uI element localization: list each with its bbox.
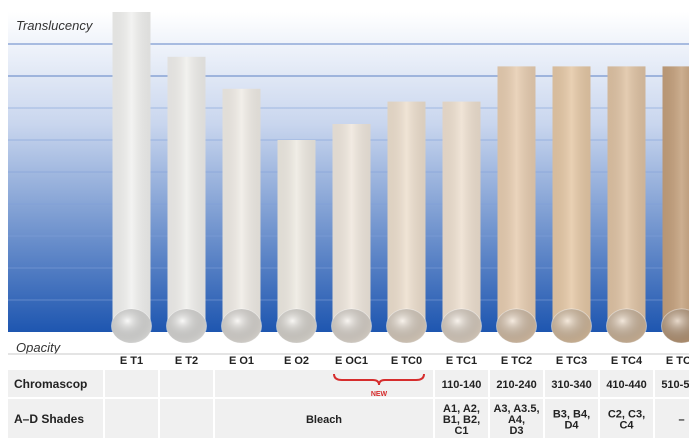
bar-label-e-o2: E O2 <box>284 355 309 367</box>
shade-disc-highlight <box>331 309 372 343</box>
bar-label-e-t2: E T2 <box>175 355 198 367</box>
bar-label-e-oc1: E OC1 <box>335 355 368 367</box>
shade-disc-highlight <box>496 309 537 343</box>
bar-shading <box>607 66 646 325</box>
table-cell-text: C1 <box>454 425 468 437</box>
bar-shading <box>442 101 481 324</box>
bar-label-e-tc5: E TC5 <box>666 355 689 367</box>
shade-disc-highlight <box>166 309 207 343</box>
bar-shading <box>222 88 261 324</box>
shade-disc-highlight <box>661 309 689 343</box>
bars <box>112 12 689 325</box>
table-cell-text: B3, B4, <box>553 409 590 421</box>
bar-shading <box>332 124 371 324</box>
shade-disc-highlight <box>111 309 152 343</box>
opacity-axis-label: Opacity <box>16 340 62 355</box>
bar-label-e-o1: E O1 <box>229 355 254 367</box>
row-header: Chromascop <box>14 377 87 391</box>
shade-disc-highlight <box>221 309 262 343</box>
table-cell-text: – <box>678 414 684 426</box>
table-row <box>8 370 689 398</box>
table-cell-text: 110-140 <box>442 379 482 391</box>
bar-label-e-t1: E T1 <box>120 355 143 367</box>
shade-disc-highlight <box>386 309 427 343</box>
table-cell-text: B1, B2, <box>443 414 480 426</box>
table-cell-text: D3 <box>509 425 523 437</box>
bar-shading <box>167 56 206 325</box>
table-row <box>8 399 689 439</box>
shade-disc-highlight <box>606 309 647 343</box>
bar-labels: E T1 E T2 E O1 E O2 E OC1 E TC0 E TC1 E TC2 E TC… <box>120 355 689 367</box>
shade-disc-highlight <box>441 309 482 343</box>
table-cell-text: A1, A2, <box>443 403 480 415</box>
bar-label-e-tc4: E TC4 <box>611 355 643 367</box>
bar-label-e-tc0: E TC0 <box>391 355 422 367</box>
shade-table: Chromascop 110-140 210-240 310-340 410-440 51… <box>8 353 689 439</box>
new-badge: NEW <box>371 391 388 398</box>
shade-disc-highlight <box>551 309 592 343</box>
bar-shading <box>552 66 591 325</box>
table-cell-text: C2, C3, <box>608 409 645 421</box>
shade-discs <box>111 308 689 344</box>
shade-disc-highlight <box>276 309 317 343</box>
table-cell-text: C4 <box>619 420 634 432</box>
table-cell-text: A3, A3.5, <box>493 403 539 415</box>
table-cell-text: Bleach <box>306 414 342 426</box>
row-header: A–D Shades <box>14 412 84 426</box>
table-cell-text: 210-240 <box>496 379 536 391</box>
bar-shading <box>497 66 536 325</box>
bar-shading <box>277 140 316 324</box>
bar-label-e-tc2: E TC2 <box>501 355 532 367</box>
bar-label-e-tc1: E TC1 <box>446 355 477 367</box>
table-cell-text: 510-540 <box>661 379 689 391</box>
translucency-axis-label: Translucency <box>16 18 94 33</box>
bar-shading <box>112 12 151 324</box>
table-cell-text: 310-340 <box>551 379 591 391</box>
bar-shading <box>662 66 689 325</box>
bar-shading <box>387 101 426 324</box>
table-cell-text: A4, <box>508 414 525 426</box>
bar-label-e-tc3: E TC3 <box>556 355 587 367</box>
new-brace <box>333 373 425 386</box>
table-cell-text: D4 <box>564 420 579 432</box>
table-cell-text: 410-440 <box>606 379 646 391</box>
